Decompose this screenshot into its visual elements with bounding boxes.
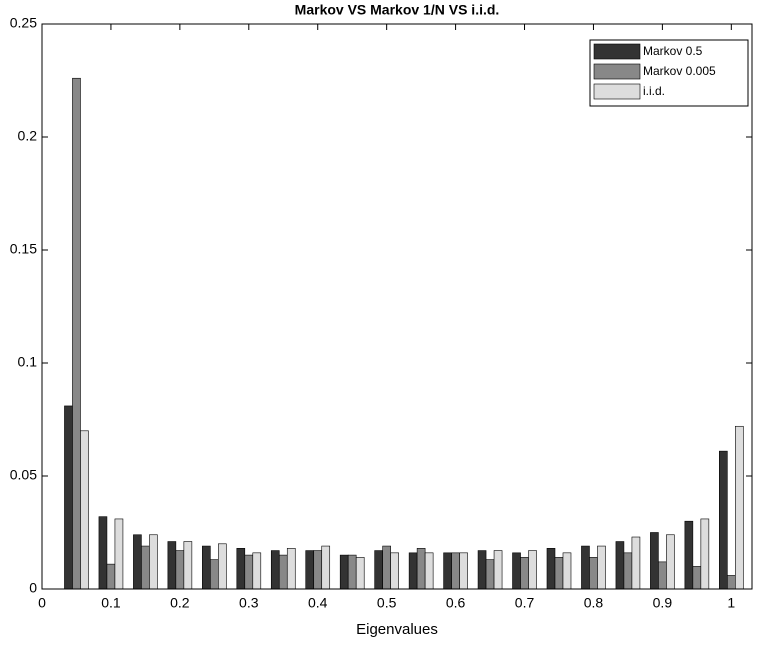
bar (313, 550, 323, 590)
bar (615, 541, 625, 590)
bar (72, 77, 81, 590)
bar (210, 559, 219, 590)
bar (286, 548, 296, 590)
bar (512, 552, 521, 590)
bar (339, 554, 349, 590)
bar (416, 548, 426, 590)
bar (183, 541, 193, 590)
x-tick-label: 0.5 (377, 595, 397, 611)
bar (408, 552, 418, 590)
bar (727, 575, 736, 590)
bar (80, 430, 89, 590)
bar (719, 450, 728, 590)
x-axis-label: Eigenvalues (356, 621, 438, 638)
bar (443, 552, 452, 590)
bar (244, 554, 254, 590)
bar (623, 552, 633, 590)
bar (589, 557, 598, 590)
legend-swatch (593, 43, 641, 60)
y-tick-label: 0 (29, 580, 37, 596)
y-tick-label: 0.25 (10, 15, 37, 31)
bar (451, 552, 460, 590)
x-tick-label: 0.7 (515, 595, 535, 611)
bar (735, 425, 744, 590)
y-tick-label: 0.05 (10, 467, 37, 483)
bar (114, 518, 124, 590)
legend-label: i.i.d. (643, 84, 665, 98)
bar (692, 566, 702, 590)
bar (270, 550, 280, 590)
bar (355, 557, 365, 590)
bar (700, 518, 710, 590)
bar (485, 559, 495, 590)
bar (175, 550, 185, 590)
x-tick-label: 0.2 (170, 595, 190, 611)
bar (666, 534, 675, 590)
bar (528, 550, 537, 590)
y-tick-label: 0.15 (10, 241, 37, 257)
plot-frame (41, 23, 753, 590)
x-tick-label: 0.9 (653, 595, 673, 611)
bar (347, 554, 357, 590)
chart-title: Markov VS Markov 1/N VS i.i.d. (295, 2, 500, 18)
bar (554, 557, 564, 590)
bar (424, 552, 434, 590)
y-tick-label: 0.2 (18, 128, 38, 144)
legend-label: Markov 0.5 (643, 44, 703, 58)
bar (133, 534, 142, 590)
bar (477, 550, 487, 590)
bar (202, 545, 211, 590)
x-tick-label: 1 (727, 595, 735, 611)
bar (382, 545, 391, 590)
legend-swatch (593, 83, 641, 100)
bar (167, 541, 177, 590)
x-tick-label: 0.8 (584, 595, 604, 611)
bar (278, 554, 288, 590)
bar (562, 552, 572, 590)
x-tick-label: 0.6 (446, 595, 466, 611)
bar (236, 548, 246, 590)
bar (493, 550, 503, 590)
x-tick-label: 0.1 (101, 595, 121, 611)
bar (106, 563, 116, 590)
bar (218, 543, 227, 590)
bar (374, 550, 383, 590)
x-tick-label: 0 (38, 595, 46, 611)
bar (321, 545, 331, 590)
x-tick-label: 0.4 (308, 595, 328, 611)
bar (459, 552, 468, 590)
legend-swatch (593, 63, 641, 80)
bar (305, 550, 315, 590)
bar (98, 516, 108, 590)
bar (520, 557, 529, 590)
bar (141, 545, 150, 590)
bar (390, 552, 399, 590)
bar (64, 405, 73, 590)
bar (684, 520, 694, 590)
bar (546, 548, 556, 590)
bar (581, 545, 590, 590)
bar (149, 534, 158, 590)
legend-label: Markov 0.005 (643, 64, 716, 78)
bar (631, 536, 641, 590)
x-tick-label: 0.3 (239, 595, 259, 611)
bar (252, 552, 262, 590)
bar (597, 545, 606, 590)
y-tick-label: 0.1 (18, 354, 38, 370)
bar (650, 532, 659, 590)
bar (658, 561, 667, 590)
